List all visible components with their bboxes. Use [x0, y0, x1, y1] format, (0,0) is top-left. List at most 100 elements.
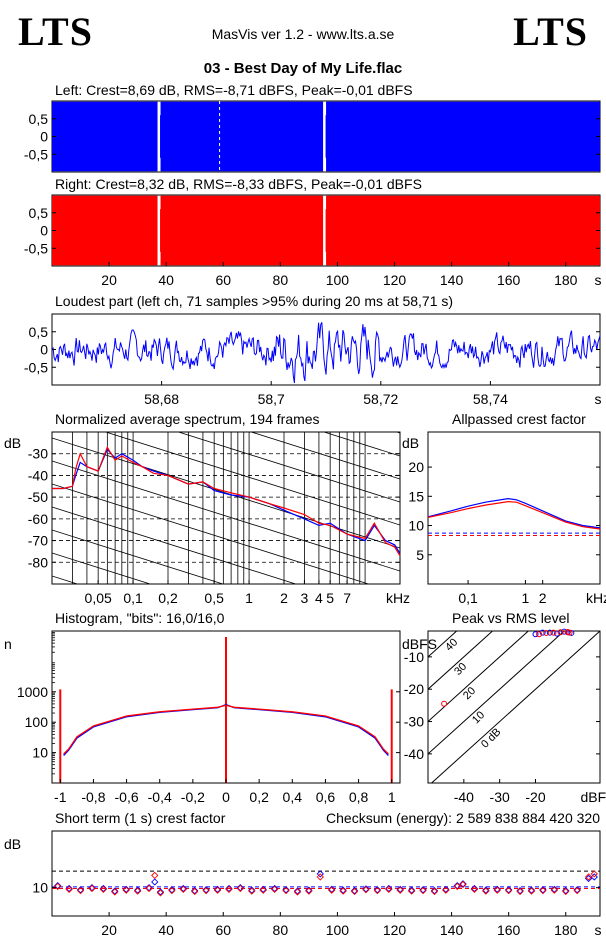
histogram-xtick-label: -0,6: [115, 789, 139, 805]
short-term-crest-left-point: [505, 886, 513, 894]
spectrum-slope-line: [249, 432, 400, 480]
short-term-crest-left-point: [282, 886, 290, 894]
peak-vs-rms-right-point: [536, 631, 543, 638]
allpass-crest-xtick-label: 0,1: [458, 590, 478, 606]
short-term-crest-left-point: [151, 878, 159, 886]
spectrum-xtick-label: 7: [343, 590, 351, 606]
short-term-crest-right-point: [202, 886, 210, 895]
spectrum-slope-line: [52, 506, 297, 584]
right-waveform-xtick-label: 120: [383, 272, 407, 288]
short-term-crest-left-point: [516, 886, 524, 895]
spectrum-slope-line: [322, 432, 400, 457]
short-term-crest-right-point: [236, 884, 245, 893]
left-waveform-signal-block: [326, 101, 600, 172]
right-waveform-ytick-label: 0,5: [29, 205, 49, 221]
short-term-crest-left-point: [550, 885, 558, 893]
short-term-crest-xtick-label: 80: [273, 922, 289, 938]
short-term-crest-left-point: [305, 886, 313, 894]
short-term-crest-ylabel: dB: [4, 836, 21, 852]
short-term-crest-left-point: [453, 882, 461, 890]
right-waveform-xtick-label: 40: [158, 272, 174, 288]
spectrum-slope-line: [52, 300, 400, 410]
peak-vs-rms-left-point: [546, 629, 553, 636]
spectrum-frame: [51, 431, 401, 585]
spectrum-slope-line: [52, 483, 370, 584]
short-term-crest-left-point: [493, 885, 501, 893]
short-term-crest-right-point: [373, 886, 382, 895]
loudest-part-xtick-label: 58,68: [144, 391, 179, 407]
allpass-crest-ytick-label: 5: [416, 547, 424, 563]
short-term-crest-right-point: [573, 886, 581, 895]
peak-vs-rms-left-point: [539, 629, 546, 636]
short-term-crest-right-point: [225, 885, 233, 893]
peak-vs-rms-xtick-label: -20: [525, 789, 545, 805]
peak-vs-rms-ytick-label: -20: [404, 681, 424, 697]
peak-vs-rms-diagonal-label: 40: [443, 636, 460, 653]
short-term-crest-left-point: [328, 885, 336, 893]
short-term-crest-right-point: [470, 885, 479, 893]
spectrum-ytick-label: -50: [28, 489, 48, 505]
peak-vs-rms-right-point: [557, 629, 564, 636]
peak-vs-rms-diagonal: [428, 631, 530, 722]
short-term-crest-right-point: [550, 886, 558, 894]
peak-vs-rms-ylabel: dBFS: [402, 636, 437, 652]
left-waveform-ytick-label: 0: [40, 129, 48, 145]
spectrum-xtick-label: 0,2: [158, 590, 178, 606]
spectrum-slope-line: [52, 529, 225, 584]
short-term-crest-left-point: [179, 884, 187, 893]
short-term-crest-right-point: [270, 885, 279, 893]
histogram-xtick-label: 0: [222, 789, 230, 805]
histogram-xtick-label: 0,6: [316, 789, 336, 805]
lts-logo-right: LTS: [513, 9, 588, 54]
short-term-crest-left-point: [430, 886, 439, 895]
right-waveform-xtick-label: 140: [440, 272, 464, 288]
short-term-crest-right-point: [122, 886, 130, 894]
loudest-part-xtick-label: 58,7: [258, 391, 285, 407]
allpass-crest-frame: [427, 431, 601, 585]
peak-vs-rms-xunit: dBFS: [580, 789, 606, 805]
short-term-crest-xtick-label: 160: [497, 922, 521, 938]
peak-vs-rms-xtick-label: -40: [454, 789, 474, 805]
loudest-part-title: Loudest part (left ch, 71 samples >95% d…: [55, 293, 453, 309]
spectrum-ylabel: dB: [4, 435, 21, 451]
short-term-crest-right-point: [88, 884, 96, 893]
short-term-crest-left-point: [419, 886, 427, 894]
peak-vs-rms-left-point: [561, 628, 568, 635]
right-waveform-xtick-label: 60: [215, 272, 231, 288]
spectrum-xtick-label: 5: [326, 590, 334, 606]
short-term-crest-left-point: [350, 886, 359, 895]
short-term-crest-left-point: [573, 886, 581, 894]
histogram-xtick-label: 0,4: [283, 789, 303, 805]
spectrum-xunit: kHz: [386, 590, 410, 606]
allpass-crest-ytick-label: 10: [408, 518, 424, 534]
spectrum-xtick-label: 3: [301, 590, 309, 606]
peak-vs-rms-frame: [427, 630, 601, 784]
short-term-crest-right-point: [459, 880, 467, 889]
histogram-xtick-label: -0,2: [181, 789, 205, 805]
short-term-crest-right-point: [362, 886, 370, 894]
short-term-crest-left-point: [396, 885, 404, 893]
short-term-crest-left-point: [407, 886, 416, 894]
left-waveform-signal-block: [52, 101, 158, 172]
peak-vs-rms-right-point: [441, 700, 448, 707]
short-term-crest-xtick-label: 60: [215, 922, 231, 938]
short-term-crest-left-point: [442, 885, 450, 893]
allpass-crest-xunit: kHz: [586, 590, 606, 606]
spectrum-ytick-label: -70: [28, 533, 48, 549]
short-term-crest-right-point: [453, 882, 461, 891]
short-term-crest-left-point: [133, 886, 142, 894]
short-term-crest-right-point: [350, 887, 359, 896]
short-term-crest-right-point: [259, 886, 267, 894]
short-term-crest-checksum: Checksum (energy): 2 589 838 884 420 320: [326, 810, 600, 826]
short-term-crest-right-point: [590, 870, 598, 878]
loudest-part-xtick-label: 58,72: [363, 391, 398, 407]
short-term-crest-left-point: [373, 886, 382, 894]
histogram-left-series: [63, 703, 389, 756]
right-waveform-ytick-label: -0,5: [24, 240, 48, 256]
short-term-crest-right-point: [562, 887, 570, 896]
spectrum-slope-line: [52, 437, 400, 549]
short-term-crest-right-point: [293, 888, 302, 896]
short-term-crest-ytick-label: 10: [32, 880, 48, 896]
allpass-crest-ytick-label: 15: [408, 488, 424, 504]
peak-vs-rms-right-point: [543, 629, 550, 636]
